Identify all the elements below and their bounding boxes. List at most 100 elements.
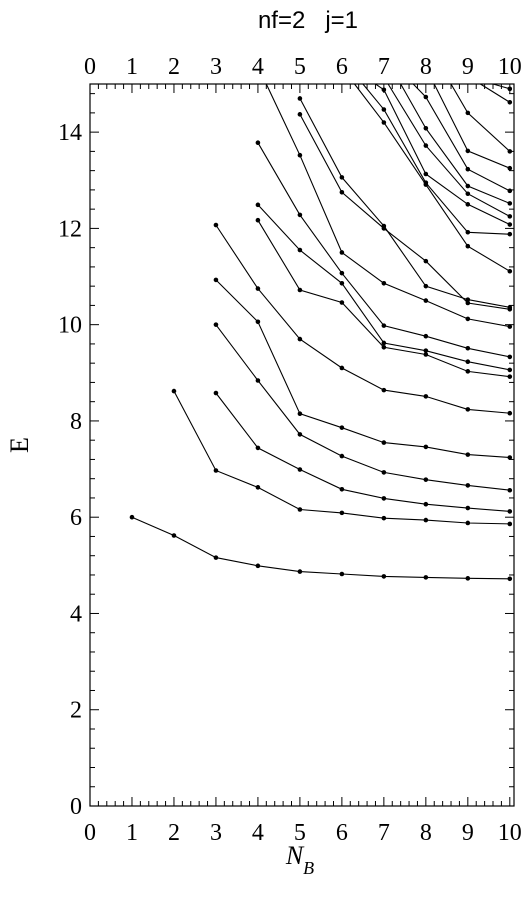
x-tick-label: 5 bbox=[294, 820, 306, 846]
data-point bbox=[339, 175, 345, 180]
data-point bbox=[297, 287, 303, 293]
data-point bbox=[381, 515, 387, 521]
x-tick-label: 3 bbox=[210, 820, 222, 846]
top-x-tick-label: 7 bbox=[378, 54, 390, 80]
data-point bbox=[171, 388, 177, 394]
data-point bbox=[255, 140, 261, 146]
data-point bbox=[465, 520, 471, 526]
data-point bbox=[255, 563, 261, 569]
data-point bbox=[381, 496, 387, 501]
data-point bbox=[507, 410, 513, 416]
data-point bbox=[465, 110, 471, 116]
data-point bbox=[213, 322, 219, 327]
y-tick-label: 0 bbox=[70, 794, 82, 820]
data-point bbox=[423, 283, 429, 289]
top-x-tick-label: 4 bbox=[252, 54, 264, 80]
data-point bbox=[297, 112, 303, 117]
data-point bbox=[255, 445, 261, 451]
data-point bbox=[213, 468, 219, 473]
data-point bbox=[297, 432, 303, 437]
data-point bbox=[423, 394, 429, 399]
data-point bbox=[465, 297, 471, 302]
data-point bbox=[381, 120, 387, 125]
data-point bbox=[381, 323, 387, 328]
top-x-tick-label: 5 bbox=[294, 54, 306, 80]
data-point bbox=[339, 270, 345, 276]
data-point bbox=[297, 507, 303, 512]
data-point bbox=[339, 300, 345, 305]
series-line-20 bbox=[450, 83, 511, 152]
data-point bbox=[465, 345, 471, 351]
series-line-21 bbox=[480, 83, 511, 103]
data-point bbox=[465, 229, 471, 235]
data-point bbox=[507, 324, 513, 329]
data-point bbox=[465, 483, 471, 488]
series-line-1 bbox=[131, 516, 510, 580]
data-point bbox=[507, 201, 513, 206]
data-point bbox=[381, 340, 387, 346]
y-tick-label: 2 bbox=[70, 698, 82, 724]
data-point bbox=[423, 348, 429, 353]
data-point bbox=[297, 152, 303, 158]
data-point bbox=[465, 191, 471, 197]
data-point bbox=[171, 533, 177, 538]
series-line-17 bbox=[400, 83, 511, 204]
data-point bbox=[465, 452, 471, 457]
data-point bbox=[507, 354, 513, 360]
data-point bbox=[255, 485, 261, 490]
data-point bbox=[423, 444, 429, 450]
data-point bbox=[297, 96, 303, 101]
data-point bbox=[465, 166, 471, 172]
top-x-tick-label: 10 bbox=[498, 54, 522, 80]
data-point bbox=[507, 231, 513, 237]
data-point bbox=[339, 365, 345, 371]
data-point bbox=[213, 222, 219, 228]
y-tick-label: 10 bbox=[58, 313, 82, 339]
series-line-12 bbox=[299, 98, 510, 308]
x-tick-label: 9 bbox=[462, 820, 474, 846]
x-tick-label: 4 bbox=[252, 820, 264, 846]
top-x-tick-label: 0 bbox=[84, 54, 96, 80]
data-point bbox=[339, 510, 345, 516]
series-line-22 bbox=[492, 83, 510, 90]
data-point bbox=[255, 202, 261, 208]
series-line-11 bbox=[299, 114, 510, 310]
y-axis-title: E bbox=[5, 437, 34, 453]
data-point bbox=[423, 501, 429, 507]
data-point bbox=[507, 521, 513, 527]
top-x-tick-label: 9 bbox=[462, 54, 474, 80]
chart-title: nf=2 j=1 bbox=[258, 7, 358, 34]
data-point bbox=[507, 149, 513, 154]
series-line-13 bbox=[354, 83, 511, 272]
data-point bbox=[381, 387, 387, 393]
data-point bbox=[507, 509, 513, 514]
data-point bbox=[507, 165, 513, 171]
data-point bbox=[213, 390, 219, 396]
data-point bbox=[507, 305, 513, 310]
series-line-7 bbox=[257, 219, 510, 378]
data-point bbox=[423, 352, 429, 357]
x-tick-label: 10 bbox=[498, 820, 522, 846]
data-point bbox=[255, 217, 261, 223]
series-line-16 bbox=[387, 83, 511, 217]
data-point bbox=[507, 455, 513, 460]
data-point bbox=[423, 575, 429, 580]
data-point bbox=[423, 180, 429, 185]
data-point bbox=[423, 94, 429, 100]
data-point bbox=[507, 367, 513, 373]
data-point bbox=[213, 555, 219, 560]
data-point bbox=[255, 378, 261, 383]
series-line-3 bbox=[215, 392, 510, 512]
data-point bbox=[381, 574, 387, 579]
top-x-tick-label: 8 bbox=[420, 54, 432, 80]
data-point bbox=[465, 148, 471, 154]
data-point bbox=[381, 107, 387, 112]
data-point bbox=[339, 190, 345, 195]
data-point bbox=[339, 280, 345, 286]
data-point bbox=[507, 214, 513, 219]
series-line-4 bbox=[215, 324, 510, 491]
data-point bbox=[297, 247, 303, 253]
data-point bbox=[381, 223, 387, 229]
data-point bbox=[297, 411, 303, 417]
